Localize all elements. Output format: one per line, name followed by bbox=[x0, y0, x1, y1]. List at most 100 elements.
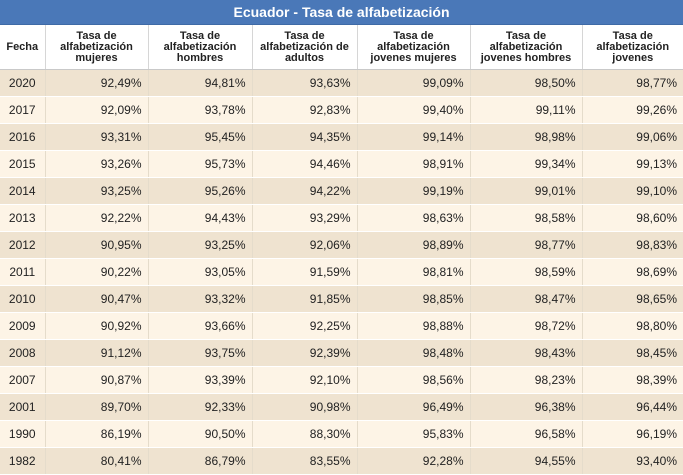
cell-jovenes: 99,26% bbox=[582, 96, 683, 124]
cell-jovenes-mujeres: 99,40% bbox=[357, 96, 471, 124]
column-header-jovenes-mujeres[interactable]: Tasa de alfabetización jovenes mujeres bbox=[357, 25, 471, 70]
table-title: Ecuador - Tasa de alfabetización bbox=[0, 0, 683, 25]
cell-fecha: 2008 bbox=[0, 339, 46, 367]
cell-fecha: 2015 bbox=[0, 150, 46, 178]
table-row: 2011 90,22% 93,05% 91,59% 98,81% 98,59% 98,69% bbox=[0, 258, 683, 286]
cell-jovenes: 99,13% bbox=[582, 150, 683, 178]
cell-jovenes-mujeres: 99,19% bbox=[357, 177, 471, 205]
cell-jovenes-mujeres: 98,81% bbox=[357, 258, 471, 286]
table-row: 2015 93,26% 95,73% 94,46% 98,91% 99,34% 99,13% bbox=[0, 150, 683, 178]
table-row: 2020 92,49% 94,81% 93,63% 99,09% 98,50% 98,77% bbox=[0, 69, 683, 97]
cell-fecha: 2011 bbox=[0, 258, 46, 286]
cell-jovenes-mujeres: 95,83% bbox=[357, 420, 471, 448]
cell-jovenes: 98,60% bbox=[582, 204, 683, 232]
cell-hombres: 94,81% bbox=[148, 69, 253, 97]
cell-adultos: 92,39% bbox=[252, 339, 358, 367]
cell-mujeres: 90,87% bbox=[45, 366, 149, 394]
cell-jovenes-hombres: 98,72% bbox=[470, 312, 583, 340]
column-header-mujeres[interactable]: Tasa de alfabetización mujeres bbox=[45, 25, 149, 70]
cell-jovenes: 96,19% bbox=[582, 420, 683, 448]
column-header-adultos[interactable]: Tasa de alfabetización de adultos bbox=[252, 25, 358, 70]
cell-jovenes: 93,40% bbox=[582, 447, 683, 475]
cell-jovenes: 98,69% bbox=[582, 258, 683, 286]
cell-jovenes-hombres: 98,47% bbox=[470, 285, 583, 313]
cell-mujeres: 93,25% bbox=[45, 177, 149, 205]
cell-hombres: 93,05% bbox=[148, 258, 253, 286]
cell-fecha: 2007 bbox=[0, 366, 46, 394]
cell-adultos: 94,46% bbox=[252, 150, 358, 178]
table-row: 2009 90,92% 93,66% 92,25% 98,88% 98,72% 98,80% bbox=[0, 312, 683, 340]
cell-adultos: 88,30% bbox=[252, 420, 358, 448]
cell-fecha: 1990 bbox=[0, 420, 46, 448]
cell-hombres: 95,73% bbox=[148, 150, 253, 178]
cell-jovenes-mujeres: 98,56% bbox=[357, 366, 471, 394]
cell-adultos: 93,29% bbox=[252, 204, 358, 232]
table-body: 2020 92,49% 94,81% 93,63% 99,09% 98,50% 98,77%… bbox=[0, 69, 683, 475]
cell-jovenes-mujeres: 98,89% bbox=[357, 231, 471, 259]
cell-jovenes-hombres: 99,34% bbox=[470, 150, 583, 178]
cell-jovenes-mujeres: 98,48% bbox=[357, 339, 471, 367]
cell-fecha: 2009 bbox=[0, 312, 46, 340]
cell-mujeres: 93,31% bbox=[45, 123, 149, 151]
cell-fecha: 2012 bbox=[0, 231, 46, 259]
cell-jovenes: 99,10% bbox=[582, 177, 683, 205]
cell-fecha: 2017 bbox=[0, 96, 46, 124]
cell-hombres: 93,78% bbox=[148, 96, 253, 124]
column-header-hombres[interactable]: Tasa de alfabetización hombres bbox=[148, 25, 253, 70]
table-row: 2014 93,25% 95,26% 94,22% 99,19% 99,01% 99,10% bbox=[0, 177, 683, 205]
cell-adultos: 83,55% bbox=[252, 447, 358, 475]
cell-hombres: 93,25% bbox=[148, 231, 253, 259]
cell-jovenes: 96,44% bbox=[582, 393, 683, 421]
cell-adultos: 90,98% bbox=[252, 393, 358, 421]
cell-mujeres: 90,47% bbox=[45, 285, 149, 313]
cell-hombres: 95,26% bbox=[148, 177, 253, 205]
cell-fecha: 2001 bbox=[0, 393, 46, 421]
cell-adultos: 92,83% bbox=[252, 96, 358, 124]
cell-adultos: 94,35% bbox=[252, 123, 358, 151]
cell-jovenes: 98,83% bbox=[582, 231, 683, 259]
cell-adultos: 91,59% bbox=[252, 258, 358, 286]
cell-jovenes-hombres: 99,01% bbox=[470, 177, 583, 205]
column-header-jovenes-hombres[interactable]: Tasa de alfabetización jovenes hombres bbox=[470, 25, 583, 70]
cell-mujeres: 92,09% bbox=[45, 96, 149, 124]
cell-mujeres: 91,12% bbox=[45, 339, 149, 367]
cell-mujeres: 89,70% bbox=[45, 393, 149, 421]
column-header-jovenes[interactable]: Tasa de alfabetización jovenes bbox=[582, 25, 683, 70]
cell-adultos: 92,06% bbox=[252, 231, 358, 259]
cell-adultos: 92,25% bbox=[252, 312, 358, 340]
cell-jovenes: 98,80% bbox=[582, 312, 683, 340]
cell-jovenes-mujeres: 99,14% bbox=[357, 123, 471, 151]
cell-adultos: 94,22% bbox=[252, 177, 358, 205]
table-row: 2017 92,09% 93,78% 92,83% 99,40% 99,11% 99,26% bbox=[0, 96, 683, 124]
cell-jovenes: 98,39% bbox=[582, 366, 683, 394]
cell-hombres: 90,50% bbox=[148, 420, 253, 448]
table-row: 2016 93,31% 95,45% 94,35% 99,14% 98,98% 99,06% bbox=[0, 123, 683, 151]
cell-mujeres: 90,95% bbox=[45, 231, 149, 259]
cell-jovenes: 98,45% bbox=[582, 339, 683, 367]
table-row: 2010 90,47% 93,32% 91,85% 98,85% 98,47% 98,65% bbox=[0, 285, 683, 313]
cell-adultos: 91,85% bbox=[252, 285, 358, 313]
cell-jovenes-hombres: 96,38% bbox=[470, 393, 583, 421]
column-header-fecha[interactable]: Fecha bbox=[0, 25, 46, 70]
cell-jovenes: 99,06% bbox=[582, 123, 683, 151]
cell-jovenes-hombres: 98,59% bbox=[470, 258, 583, 286]
cell-jovenes-mujeres: 98,88% bbox=[357, 312, 471, 340]
cell-jovenes-hombres: 99,11% bbox=[470, 96, 583, 124]
cell-hombres: 93,32% bbox=[148, 285, 253, 313]
table-row: 1990 86,19% 90,50% 88,30% 95,83% 96,58% 96,19% bbox=[0, 420, 683, 448]
cell-hombres: 95,45% bbox=[148, 123, 253, 151]
cell-jovenes-hombres: 98,77% bbox=[470, 231, 583, 259]
cell-jovenes-hombres: 98,50% bbox=[470, 69, 583, 97]
cell-jovenes-mujeres: 92,28% bbox=[357, 447, 471, 475]
header-row: Fecha Tasa de alfabetización mujeres Tas… bbox=[0, 25, 683, 70]
cell-mujeres: 92,49% bbox=[45, 69, 149, 97]
cell-fecha: 2013 bbox=[0, 204, 46, 232]
cell-jovenes: 98,77% bbox=[582, 69, 683, 97]
cell-jovenes-hombres: 98,23% bbox=[470, 366, 583, 394]
cell-hombres: 93,39% bbox=[148, 366, 253, 394]
table-row: 2008 91,12% 93,75% 92,39% 98,48% 98,43% 98,45% bbox=[0, 339, 683, 367]
cell-hombres: 93,66% bbox=[148, 312, 253, 340]
cell-fecha: 2014 bbox=[0, 177, 46, 205]
cell-fecha: 2016 bbox=[0, 123, 46, 151]
table-row: 2007 90,87% 93,39% 92,10% 98,56% 98,23% 98,39% bbox=[0, 366, 683, 394]
